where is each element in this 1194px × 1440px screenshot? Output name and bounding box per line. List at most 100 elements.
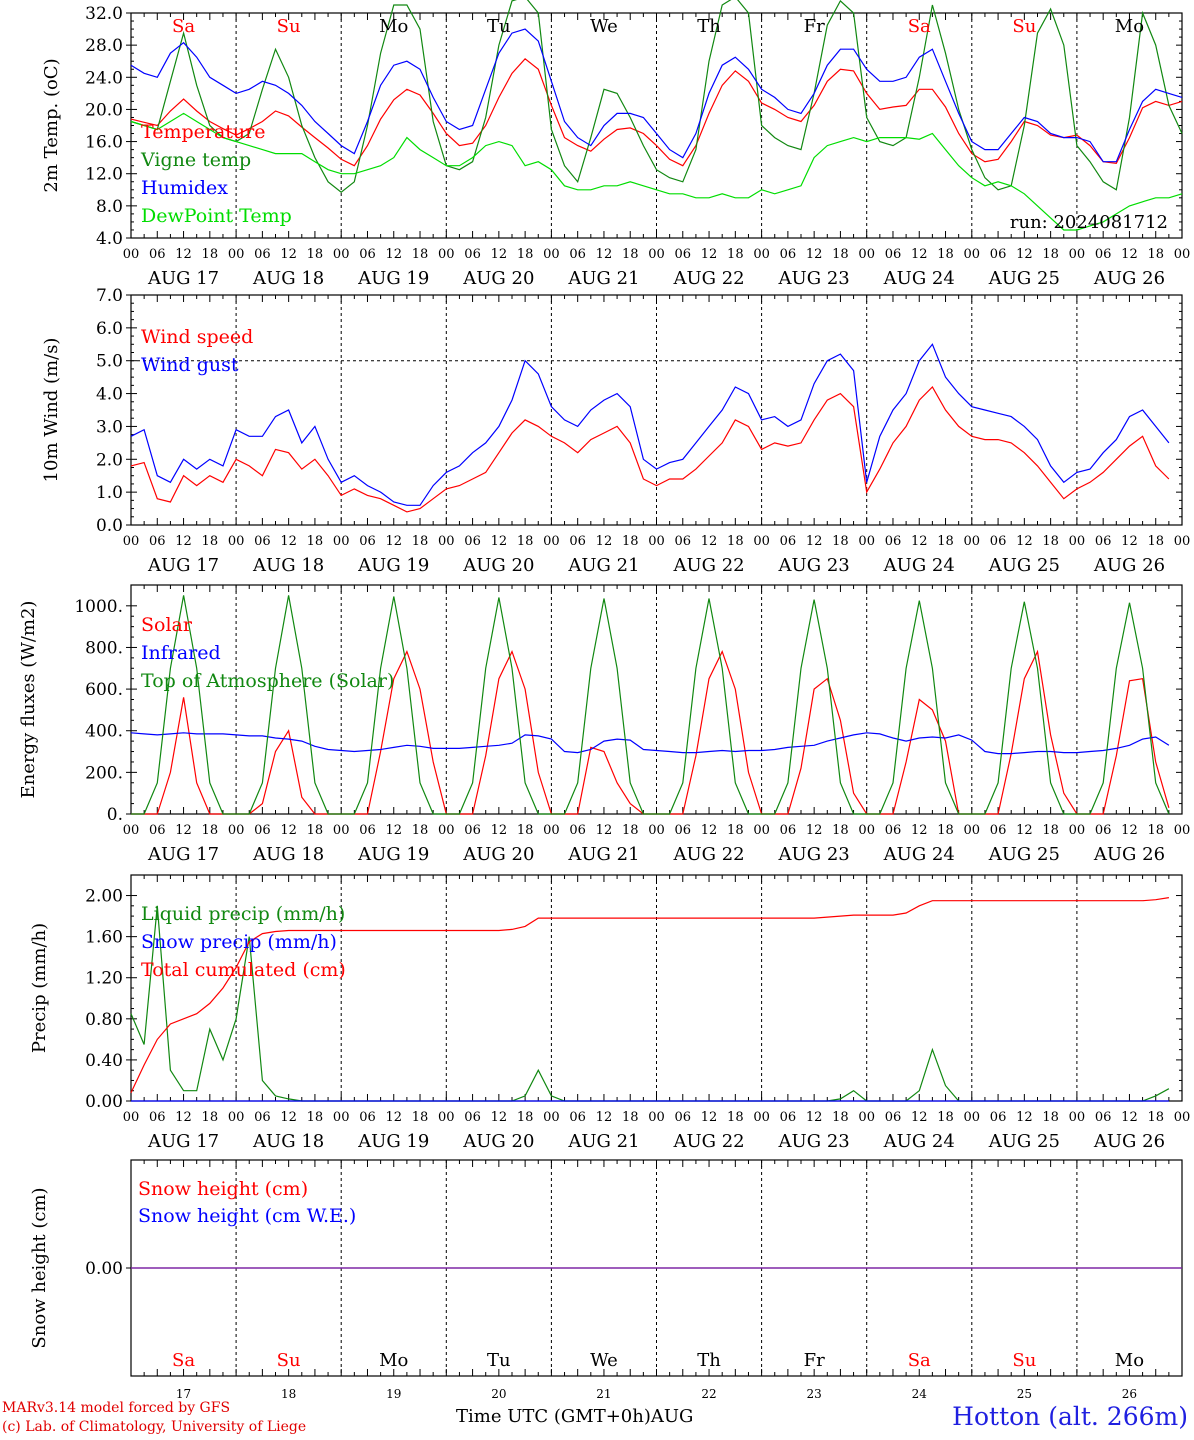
date-label: AUG 22 — [672, 1131, 744, 1152]
hour-tick-label: 06 — [464, 1110, 481, 1125]
legend-entry: Liquid precip (mm/h) — [141, 903, 345, 925]
weekday-label: Mo — [379, 16, 408, 37]
legend-entry: Vigne temp — [140, 149, 251, 171]
hour-tick-label: 06 — [885, 534, 902, 549]
hour-tick-label: 18 — [937, 1110, 954, 1125]
day-number-label: 23 — [807, 1387, 822, 1400]
hour-tick-label: 06 — [990, 534, 1007, 549]
hour-tick-label: 00 — [648, 534, 665, 549]
legend-entry: Total cumulated (cm) — [141, 959, 346, 981]
hour-tick-label: 18 — [202, 534, 219, 549]
hour-tick-label: 00 — [123, 1110, 140, 1125]
hour-tick-label: 00 — [543, 247, 560, 262]
hour-tick-label: 00 — [1174, 823, 1191, 838]
hour-tick-label: 18 — [727, 534, 744, 549]
hour-tick-label: 06 — [149, 534, 166, 549]
hour-tick-label: 00 — [1069, 1110, 1086, 1125]
legend-entry: DewPoint Temp — [141, 205, 292, 227]
y-tick-label: 600. — [85, 680, 123, 700]
hour-tick-label: 18 — [622, 534, 639, 549]
hour-tick-label: 18 — [517, 247, 534, 262]
date-label: AUG 24 — [883, 555, 955, 576]
day-number-label: 21 — [596, 1387, 611, 1400]
y-tick-label: 1000. — [74, 597, 123, 617]
hour-tick-label: 18 — [1147, 247, 1164, 262]
panel-1 — [126, 0, 1183, 239]
hour-tick-label: 12 — [1016, 534, 1033, 549]
hour-tick-label: 18 — [202, 247, 219, 262]
series-line-temperature — [130, 57, 1183, 167]
hour-tick-label: 06 — [780, 534, 797, 549]
hour-tick-label: 18 — [1042, 247, 1059, 262]
legend-entry: Wind gust — [141, 354, 239, 376]
hour-tick-label: 06 — [1095, 823, 1112, 838]
y-tick-label: 1.0 — [96, 483, 123, 503]
hour-tick-label: 00 — [333, 1110, 350, 1125]
hour-tick-label: 00 — [1069, 823, 1086, 838]
hour-tick-label: 06 — [780, 247, 797, 262]
lab-credit: (c) Lab. of Climatology, University of L… — [2, 1419, 307, 1435]
hour-tick-label: 18 — [1042, 823, 1059, 838]
date-label: AUG 18 — [252, 844, 324, 865]
hour-tick-label: 18 — [727, 823, 744, 838]
date-label: AUG 22 — [672, 268, 744, 289]
hour-tick-label: 18 — [622, 1110, 639, 1125]
hour-tick-label: 12 — [701, 823, 718, 838]
weekday-label: Sa — [908, 16, 931, 37]
y-tick-label: 4.0 — [96, 385, 123, 405]
hour-tick-label: 12 — [911, 247, 928, 262]
time-axis-title: Time UTC (GMT+0h)AUG — [456, 1406, 693, 1427]
weekday-label: Th — [697, 16, 721, 37]
legend-entry: Wind speed — [141, 326, 253, 348]
hour-tick-label: 18 — [412, 1110, 429, 1125]
hour-tick-label: 00 — [648, 1110, 665, 1125]
day-number-label: 24 — [912, 1387, 928, 1400]
hour-tick-label: 06 — [1095, 534, 1112, 549]
date-label: AUG 21 — [567, 844, 639, 865]
hour-tick-label: 00 — [228, 823, 245, 838]
month-label: AUG — [650, 1406, 694, 1427]
date-label: AUG 24 — [883, 1131, 955, 1152]
hour-tick-label: 12 — [701, 1110, 718, 1125]
y-tick-label: 24.0 — [85, 68, 123, 88]
hour-tick-label: 12 — [911, 1110, 928, 1125]
hour-tick-label: 18 — [727, 1110, 744, 1125]
date-label: AUG 20 — [462, 844, 534, 865]
day-number-label: 22 — [701, 1387, 716, 1400]
date-label: AUG 19 — [357, 844, 429, 865]
hour-tick-label: 12 — [1121, 823, 1138, 838]
date-label: AUG 23 — [778, 844, 850, 865]
date-label: AUG 18 — [252, 1131, 324, 1152]
hour-tick-label: 18 — [307, 823, 324, 838]
hour-tick-label: 00 — [1069, 247, 1086, 262]
weekday-label: Sa — [908, 1350, 931, 1371]
y-tick-label: 1.60 — [85, 928, 123, 948]
date-label: AUG 25 — [988, 555, 1060, 576]
panel-5 — [126, 1159, 1183, 1377]
hour-tick-label: 12 — [175, 823, 192, 838]
hour-tick-label: 00 — [438, 534, 455, 549]
hour-tick-label: 12 — [385, 823, 402, 838]
hour-tick-label: 06 — [675, 534, 692, 549]
hour-tick-label: 00 — [1069, 534, 1086, 549]
hour-tick-label: 06 — [359, 823, 376, 838]
station-title: Hotton (alt. 266m) — [952, 1402, 1188, 1431]
series-line-top-of-atmosphere-solar- — [131, 595, 1170, 815]
hour-tick-label: 12 — [1016, 247, 1033, 262]
date-label: AUG 17 — [147, 268, 219, 289]
hour-tick-label: 18 — [832, 247, 849, 262]
y-tick-label: 400. — [85, 722, 123, 742]
y-tick-label: 0. — [107, 805, 123, 825]
date-label: AUG 20 — [462, 268, 534, 289]
day-number-label: 18 — [281, 1387, 296, 1400]
day-number-label: 17 — [176, 1387, 191, 1400]
date-label: AUG 19 — [357, 268, 429, 289]
hour-tick-label: 12 — [806, 247, 823, 262]
weekday-label: Sa — [172, 16, 195, 37]
hour-tick-label: 00 — [543, 823, 560, 838]
series-line-dewpoint-temp — [130, 112, 1183, 231]
series-line-infrared — [130, 732, 1170, 755]
date-label: AUG 25 — [988, 1131, 1060, 1152]
series-line-humidex — [130, 28, 1183, 163]
hour-tick-label: 18 — [202, 823, 219, 838]
